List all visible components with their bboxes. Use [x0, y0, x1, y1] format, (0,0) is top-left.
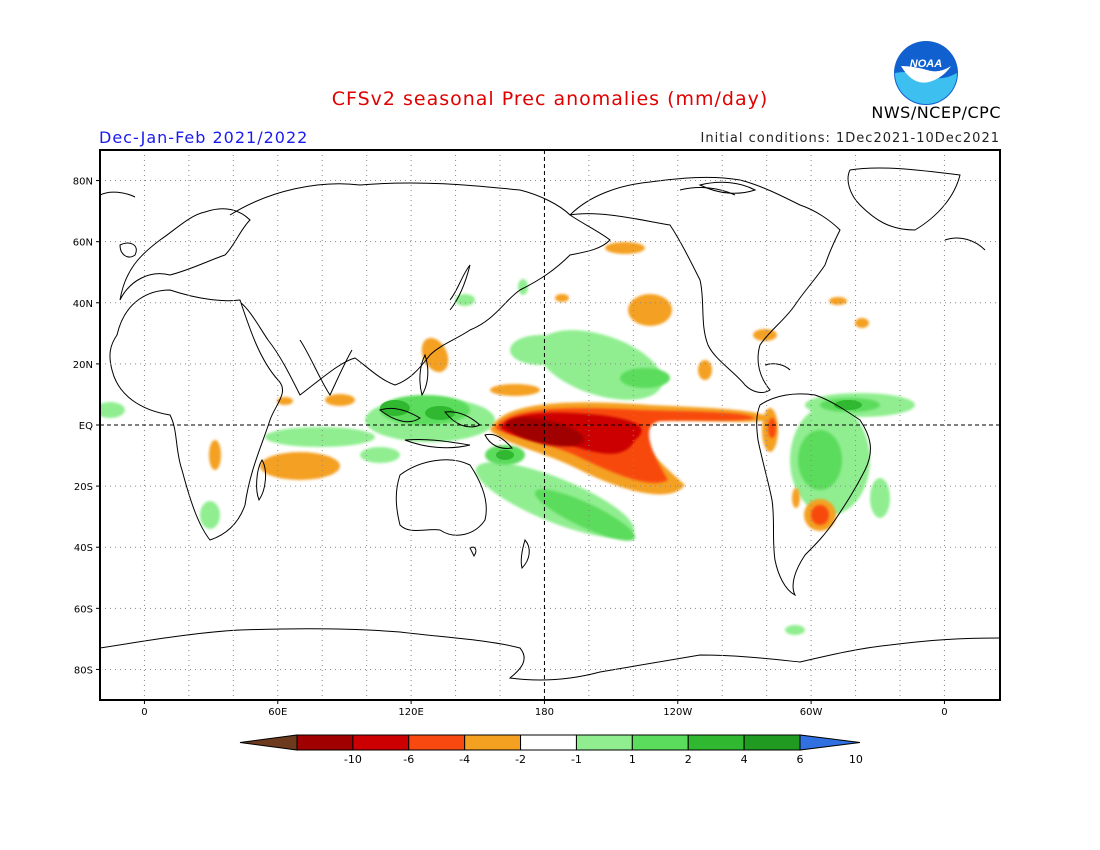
colorbar-swatch [352, 734, 410, 751]
color-legend: -10 -6 -4 -2 -1 1 2 4 6 10 [239, 734, 863, 766]
colorbar-label: -4 [459, 753, 470, 766]
longitude-label: 120E [398, 707, 423, 718]
longitude-axis: 0 60E 120E 180 120W 60W 0 [141, 700, 948, 718]
colorbar-swatch [520, 734, 577, 751]
latitude-label: EQ [79, 421, 93, 432]
colorbar-swatch [408, 734, 466, 751]
latitude-axis: 80N 60N 40N 20N EQ 20S 40S 60S 80S [73, 177, 100, 676]
colorbar-swatch [631, 734, 689, 751]
longitude-label: 180 [535, 707, 554, 718]
initial-conditions-label: Initial conditions: 1Dec2021-10Dec2021 [700, 131, 1000, 146]
latitude-label: 60S [74, 604, 93, 615]
colorbar-swatch [296, 734, 354, 751]
map-title: CFSv2 seasonal Prec anomalies (mm/day) [331, 88, 769, 110]
latitude-label: 20S [74, 482, 93, 493]
latitude-label: 80S [74, 665, 93, 676]
latitude-label: 60N [73, 238, 93, 249]
longitude-label: 0 [141, 707, 147, 718]
colorbar-high-arrow [799, 734, 861, 751]
latitude-label: 80N [73, 177, 93, 188]
longitude-label: 60E [268, 707, 287, 718]
colorbar-label: -2 [515, 753, 526, 766]
colorbar-swatch [743, 734, 801, 751]
latitude-label: 20N [73, 360, 93, 371]
longitude-label: 120W [663, 707, 692, 718]
colorbar-swatch [575, 734, 633, 751]
colorbar-label: 4 [741, 753, 748, 766]
reference-lines [100, 150, 1000, 700]
longitude-label: 0 [941, 707, 947, 718]
colorbar-swatch [464, 734, 522, 751]
colorbar-swatch [687, 734, 745, 751]
season-label: Dec-Jan-Feb 2021/2022 [99, 128, 309, 147]
anomaly-shading [100, 242, 915, 635]
latitude-label: 40S [74, 543, 93, 554]
colorbar-label: -10 [344, 753, 362, 766]
colorbar-label: -6 [403, 753, 414, 766]
organization-label: NWS/NCEP/CPC [871, 103, 1001, 122]
logo-text: NOAA [910, 58, 942, 70]
colorbar-label: 2 [685, 753, 692, 766]
colorbar-label: 1 [629, 753, 636, 766]
colorbar-label: 10 [849, 753, 863, 766]
latitude-label: 40N [73, 299, 93, 310]
coastlines [100, 167, 1000, 681]
noaa-logo: NOAA [894, 41, 958, 105]
colorbar-label: 6 [797, 753, 804, 766]
colorbar-low-arrow [239, 734, 298, 751]
longitude-label: 60W [800, 707, 823, 718]
colorbar-label: -1 [571, 753, 582, 766]
